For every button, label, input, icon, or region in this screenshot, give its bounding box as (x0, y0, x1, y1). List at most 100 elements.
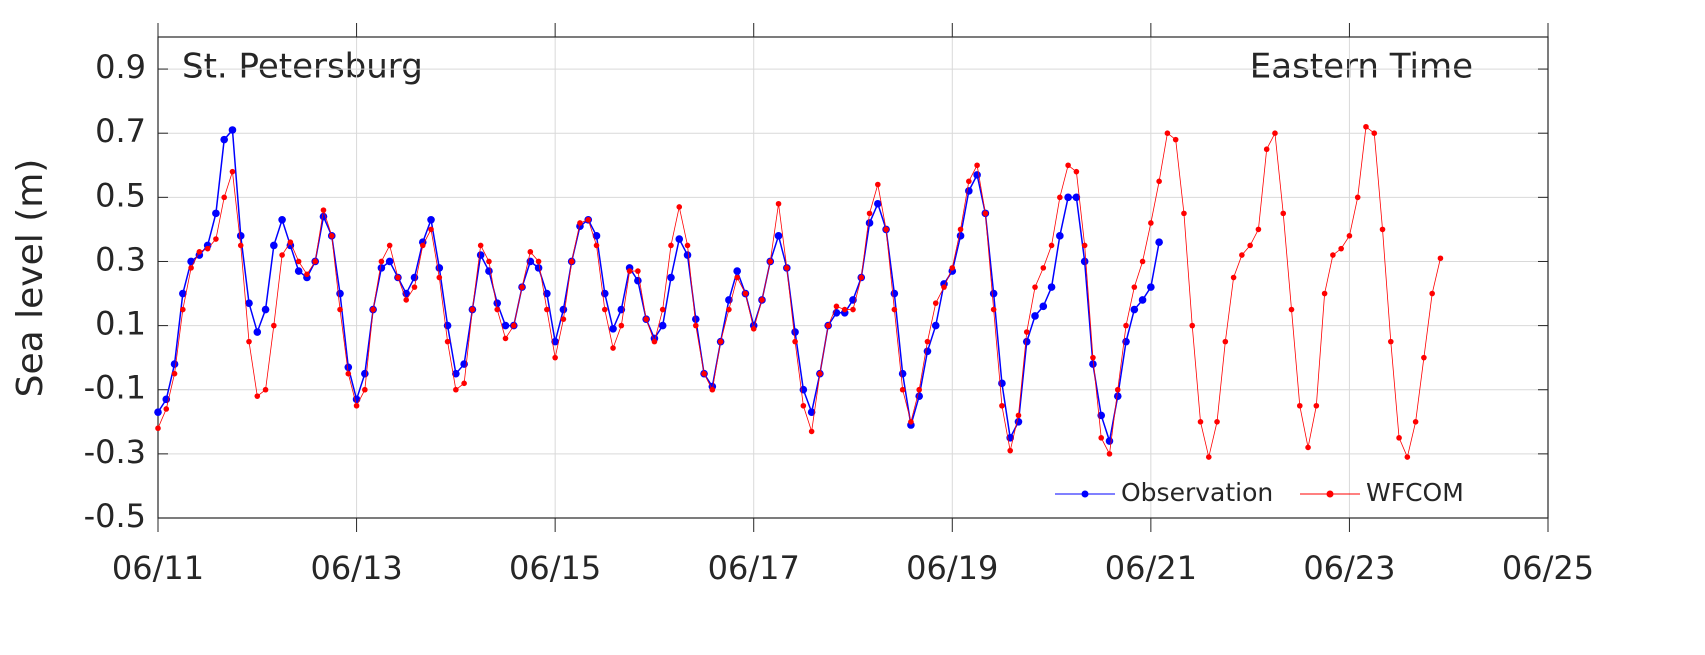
data-point (461, 380, 467, 387)
data-point (1023, 329, 1030, 335)
data-point (1205, 454, 1212, 460)
data-point (759, 297, 765, 303)
data-point (1048, 242, 1055, 249)
y-tick-label: 0.5 (95, 176, 146, 214)
data-point (931, 321, 940, 330)
data-point (337, 306, 343, 313)
data-point (270, 241, 278, 250)
data-point (1114, 386, 1121, 393)
data-point (1272, 130, 1278, 136)
data-point (898, 369, 907, 378)
data-point (1139, 258, 1146, 265)
data-point (1305, 444, 1311, 451)
data-point (1065, 162, 1071, 169)
data-point (850, 306, 856, 313)
data-point (1313, 402, 1320, 409)
data-point (344, 363, 353, 372)
data-point (213, 236, 219, 242)
data-point (949, 265, 956, 271)
data-point (1130, 305, 1139, 314)
data-point (278, 215, 286, 224)
data-point (1437, 255, 1444, 262)
data-point (1155, 238, 1163, 247)
data-point (1089, 360, 1097, 368)
x-tick-label: 06/19 (906, 549, 998, 587)
plot-frame (157, 36, 1549, 519)
data-point (999, 402, 1005, 409)
data-point (966, 178, 972, 185)
y-tick-label: -0.5 (84, 497, 146, 535)
data-point (336, 289, 344, 298)
data-point (865, 219, 874, 227)
data-point (932, 300, 939, 306)
data-point (494, 306, 501, 313)
data-point (188, 265, 194, 271)
data-point (651, 338, 658, 345)
data-point (1164, 130, 1171, 136)
data-point (476, 251, 485, 259)
data-point (1338, 245, 1344, 252)
data-point (692, 322, 699, 329)
data-point (370, 306, 376, 313)
data-point (419, 242, 426, 249)
y-axis-label: Sea level (m) (10, 159, 51, 398)
data-point (353, 402, 360, 409)
data-point (444, 338, 451, 345)
data-point (486, 258, 492, 265)
data-point (923, 347, 932, 356)
data-point (179, 289, 187, 298)
data-point (1354, 194, 1361, 201)
data-point (1263, 146, 1270, 153)
data-point (726, 306, 732, 313)
data-point (875, 181, 881, 188)
data-point (833, 303, 840, 310)
data-point (601, 306, 608, 313)
data-point (1032, 284, 1038, 290)
data-point (1222, 338, 1229, 345)
data-point (924, 338, 931, 345)
data-point (180, 306, 186, 313)
data-point (1113, 392, 1122, 400)
data-point (485, 267, 493, 275)
data-point (658, 321, 667, 330)
data-point (941, 284, 947, 290)
data-point (220, 135, 228, 144)
data-point (883, 226, 889, 233)
data-point (552, 354, 558, 361)
data-point (1106, 451, 1113, 457)
data-point (1156, 178, 1162, 185)
data-point (1098, 435, 1105, 441)
data-point (734, 274, 740, 281)
data-point (1214, 419, 1220, 425)
legend-marker (1326, 490, 1334, 498)
data-point (411, 284, 418, 290)
y-tick-label: 0.9 (95, 48, 146, 86)
x-tick-label: 06/15 (509, 549, 601, 587)
data-point (577, 220, 583, 226)
y-tick-label: -0.3 (84, 433, 146, 471)
x-tick-label: 06/21 (1105, 549, 1197, 587)
data-point (568, 258, 575, 265)
data-point (534, 264, 543, 272)
data-point (171, 370, 178, 377)
data-point (435, 264, 444, 272)
data-point (585, 216, 592, 223)
data-point (701, 370, 707, 377)
data-point (196, 249, 203, 255)
data-point (1064, 193, 1072, 202)
data-point (635, 268, 641, 274)
data-point (956, 232, 965, 240)
data-point (817, 370, 823, 377)
data-point (287, 239, 294, 246)
data-point (1379, 226, 1386, 233)
data-point (990, 306, 997, 313)
data-point (1022, 337, 1031, 346)
data-point (501, 321, 510, 330)
data-point (361, 369, 369, 378)
data-point (428, 226, 434, 233)
data-point (808, 428, 815, 435)
data-point (683, 251, 692, 259)
data-point (742, 290, 749, 297)
data-point (643, 316, 649, 322)
data-point (543, 289, 551, 298)
